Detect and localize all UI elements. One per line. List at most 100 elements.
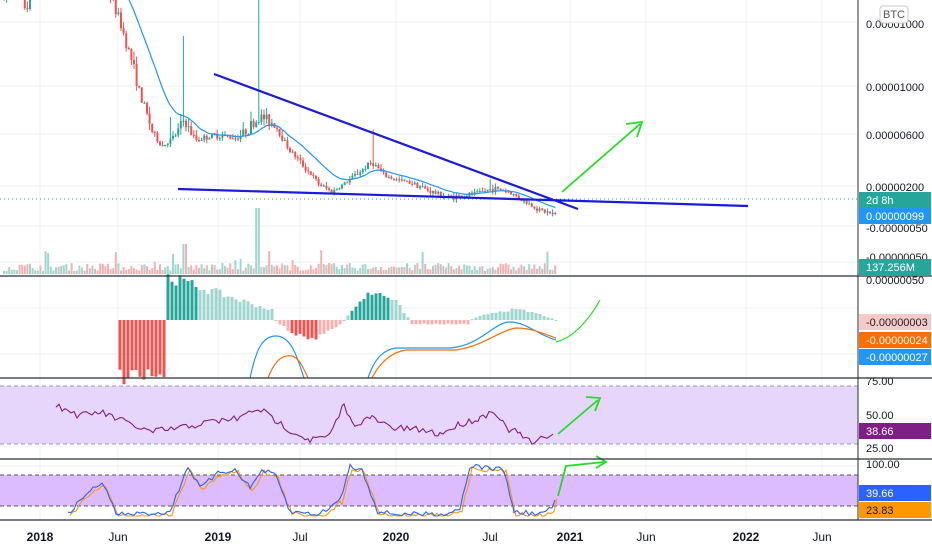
candle-body bbox=[315, 175, 317, 179]
candle-body bbox=[229, 136, 232, 139]
support-trendline[interactable] bbox=[177, 187, 749, 208]
volume-bar bbox=[16, 270, 18, 274]
macd-histogram-bar bbox=[170, 281, 174, 320]
volume-bar bbox=[437, 263, 440, 274]
volume-bar bbox=[377, 270, 380, 274]
candle-body bbox=[148, 113, 151, 124]
volume-bar bbox=[458, 265, 460, 274]
volume-bar bbox=[335, 267, 338, 274]
candle-body bbox=[231, 138, 234, 140]
stoch-arrow[interactable] bbox=[557, 461, 605, 497]
candle-body bbox=[450, 195, 453, 197]
volume-bar bbox=[439, 264, 442, 274]
macd-histogram-bar bbox=[138, 320, 142, 377]
target-arrow[interactable] bbox=[561, 123, 641, 193]
volume-label[interactable]: 137.256M bbox=[859, 259, 931, 275]
candle-body bbox=[208, 137, 211, 140]
macd-histogram-bar bbox=[390, 300, 394, 320]
macd-histogram-bar bbox=[302, 320, 306, 337]
last-price-label[interactable]: 0.00000099 bbox=[859, 208, 931, 224]
candle-body bbox=[187, 126, 190, 128]
pane-separators[interactable] bbox=[0, 0, 932, 521]
volume-bar bbox=[315, 267, 317, 274]
candle-body bbox=[120, 12, 122, 29]
volume-bar bbox=[460, 269, 463, 274]
macd-line-label[interactable]: -0.00000027 bbox=[859, 349, 931, 365]
candle-body bbox=[263, 114, 265, 120]
volume-bar bbox=[525, 269, 528, 274]
candle-body bbox=[473, 191, 476, 195]
symbol-badge[interactable]: BTC bbox=[879, 5, 909, 24]
volume-bar bbox=[185, 244, 187, 274]
candle-body bbox=[127, 47, 130, 49]
volume-bar bbox=[374, 266, 377, 274]
macd-histogram-bar bbox=[218, 289, 222, 320]
volume-bar bbox=[432, 265, 434, 274]
macd-histogram-bar bbox=[422, 320, 426, 324]
macd-histogram-bar bbox=[306, 320, 310, 340]
macd-histogram-bar bbox=[386, 297, 390, 320]
volume-bar bbox=[270, 264, 273, 274]
volume-bar bbox=[476, 269, 479, 274]
candle-body bbox=[221, 135, 224, 138]
volume-bar bbox=[387, 267, 390, 274]
volume-bar bbox=[497, 267, 499, 274]
macd-line-label-bg bbox=[859, 349, 931, 365]
price-pane[interactable] bbox=[0, 0, 858, 217]
stoch-k-label-bg bbox=[859, 485, 931, 501]
rsi-arrow[interactable] bbox=[557, 399, 599, 435]
volume-bar bbox=[354, 268, 356, 274]
stoch-k-label[interactable]: 39.66 bbox=[859, 485, 931, 501]
volume-bar bbox=[273, 266, 276, 274]
volume-bar bbox=[109, 268, 112, 274]
candle-body bbox=[234, 138, 237, 140]
candle-body bbox=[304, 166, 307, 171]
price-axis-tick: 0.00000050 bbox=[866, 275, 924, 287]
macd-histogram-bar bbox=[526, 311, 530, 320]
macd-histogram-bar bbox=[198, 290, 202, 320]
time-axis[interactable]: 2018 Jun 2019 Jul 2020 Jul 2021 Jun 2022 Jun bbox=[27, 530, 832, 544]
candle-body bbox=[29, 0, 31, 10]
target-arrow-head bbox=[625, 120, 644, 138]
macd-histogram-bar bbox=[462, 320, 466, 324]
rsi-value-label[interactable]: 38.66 bbox=[859, 423, 931, 439]
candle-body bbox=[200, 139, 203, 141]
candle-body bbox=[536, 208, 538, 211]
volume-bar bbox=[554, 265, 557, 274]
macd-histogram-bar bbox=[486, 314, 490, 320]
macd-histogram-bar bbox=[446, 320, 450, 324]
candle-body bbox=[239, 135, 242, 140]
stoch-pane[interactable] bbox=[0, 455, 858, 517]
macd-pane[interactable] bbox=[118, 274, 601, 385]
volume-bar bbox=[140, 265, 143, 274]
descending-trendline[interactable] bbox=[213, 72, 579, 211]
volume-pane bbox=[3, 208, 557, 274]
volume-bar bbox=[322, 264, 325, 274]
volume-bar bbox=[242, 270, 245, 274]
volume-bar bbox=[112, 268, 115, 274]
macd-histogram-bar bbox=[290, 320, 294, 334]
candle-body bbox=[517, 195, 520, 200]
macd-histogram-bar bbox=[550, 318, 554, 320]
macd-histogram-bar bbox=[166, 274, 170, 320]
macd-histogram-bar bbox=[406, 317, 410, 320]
macd-histogram-bar bbox=[442, 320, 446, 325]
volume-bar bbox=[489, 268, 492, 274]
volume-bar bbox=[429, 269, 432, 274]
volume-bar bbox=[325, 265, 328, 274]
countdown-label[interactable]: 2d 8h bbox=[859, 192, 931, 208]
candle-body bbox=[338, 188, 341, 190]
candle-body bbox=[192, 135, 195, 137]
macd-hist-label[interactable]: -0.00000003 bbox=[859, 314, 931, 330]
volume-bar bbox=[395, 267, 398, 274]
macd-signal-label[interactable]: -0.00000024 bbox=[859, 332, 931, 348]
volume-label-text: 137.256M bbox=[866, 262, 915, 274]
macd-line bbox=[249, 335, 305, 379]
rsi-pane[interactable] bbox=[0, 385, 858, 445]
price-axis[interactable]: 0.000010000.000010000.000006000.00000200… bbox=[859, 19, 931, 518]
candle-body bbox=[244, 129, 247, 135]
time-axis-tick: 2020 bbox=[383, 530, 410, 544]
stoch-d-label[interactable]: 23.83 bbox=[859, 502, 931, 518]
